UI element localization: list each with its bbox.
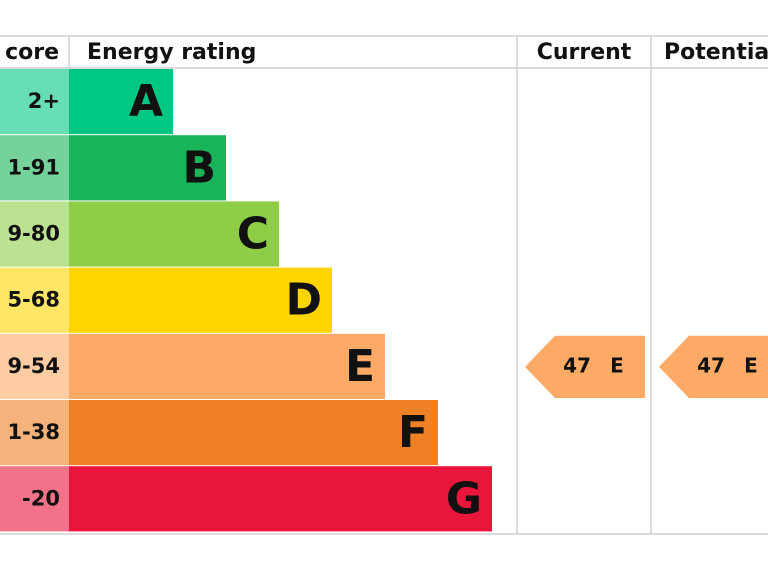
rating-letter: B	[182, 142, 216, 193]
score-cell	[0, 201, 69, 267]
score-cell	[0, 69, 69, 135]
rating-letter: F	[398, 407, 428, 458]
rating-letter: G	[446, 473, 482, 524]
score-range: 2+	[28, 89, 60, 113]
rating-bar	[69, 201, 279, 267]
rating-bar	[69, 267, 332, 333]
current-arrow	[525, 335, 645, 398]
table-lines	[0, 35, 768, 535]
score-cell	[0, 135, 69, 201]
score-range: 9-54	[7, 354, 60, 378]
current-header: Current	[537, 40, 632, 65]
rating-rows: 2+ A 1-91 B 9-80 C 5-68 D 9-54 E 1-38 F -20 G	[0, 69, 492, 532]
rating-letter: C	[237, 209, 269, 260]
potential-score: 47	[697, 353, 725, 377]
potential-header: Potentia	[664, 40, 768, 65]
rating-bar	[69, 400, 438, 466]
rating-bar	[69, 333, 385, 399]
current-rating: E	[610, 353, 624, 377]
score-cell	[0, 400, 69, 466]
score-cell	[0, 333, 69, 399]
potential-arrow	[659, 335, 768, 398]
rating-header: Energy rating	[87, 40, 256, 65]
score-cell	[0, 466, 69, 532]
rating-bar	[69, 69, 173, 135]
rating-arrows: 47 E 47 E	[525, 335, 768, 398]
score-range: 1-38	[7, 420, 60, 444]
score-range: 1-91	[7, 155, 60, 179]
potential-rating: E	[744, 353, 758, 377]
rating-letter: E	[345, 341, 375, 392]
rating-bar	[69, 466, 492, 532]
rating-bar	[69, 135, 226, 201]
score-cell	[0, 267, 69, 333]
score-range: 9-80	[7, 222, 60, 246]
score-range: 5-68	[7, 288, 60, 312]
score-header: core	[5, 40, 59, 65]
rating-letter: A	[129, 76, 163, 127]
current-score: 47	[563, 353, 591, 377]
rating-letter: D	[285, 275, 322, 326]
score-range: -20	[22, 486, 60, 510]
